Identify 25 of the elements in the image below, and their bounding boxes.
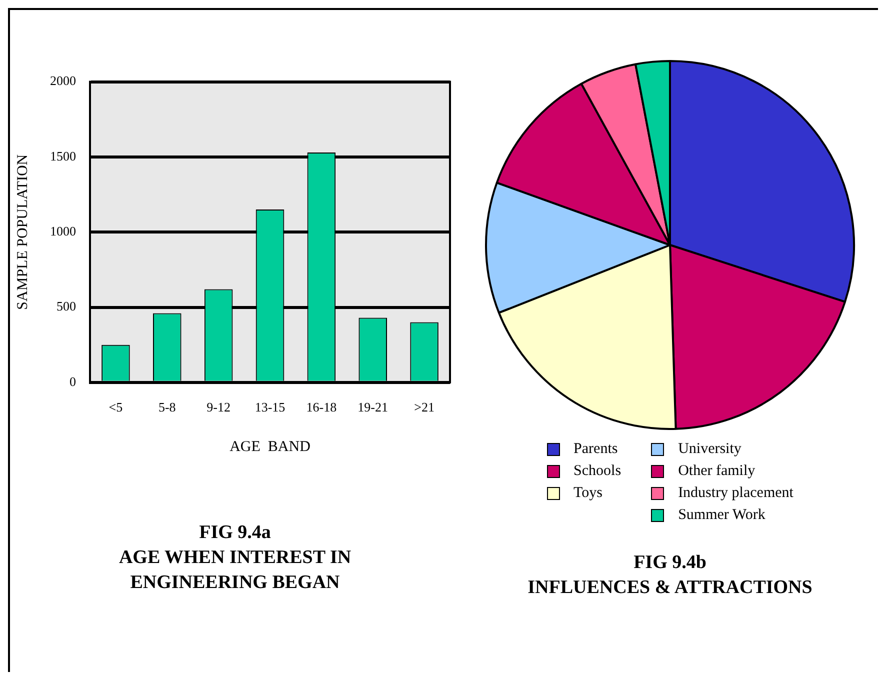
x-tick-label: >21 [414,400,434,415]
y-tick-label: 0 [70,374,76,389]
legend-label: Parents [574,440,618,458]
y-tick-label: 500 [56,298,76,314]
text: FIG 9.4a [198,521,272,545]
legend-label: Toys [574,484,602,502]
text: FIG 9.4b [632,551,708,575]
x-tick-label: 5-8 [158,400,176,415]
text: AGE WHEN INTEREST IN ENGINEERING BEGAN [118,546,352,595]
x-tick-label: <5 [108,400,123,415]
legend-label: Other family [678,462,756,480]
x-axis-title: AGE BAND [230,438,311,455]
y-tick-label: 1000 [50,224,76,239]
x-tick-label: 9-12 [206,400,230,415]
legend-label: Industry placement [678,484,794,502]
y-tick-label: 1500 [50,148,76,164]
legend-label: Schools [574,462,622,480]
text: INFLUENCES & ATTRACTIONS [526,576,814,600]
y-tick-label: 2000 [50,73,76,88]
y-axis-title: SAMPLE POPULATION [14,154,31,310]
legend-label: Summer Work [678,506,766,524]
x-tick-label: 16-18 [306,400,337,415]
x-tick-label: 19-21 [358,400,388,415]
x-tick-label: 13-15 [254,400,286,415]
legend-label: University [678,440,742,458]
